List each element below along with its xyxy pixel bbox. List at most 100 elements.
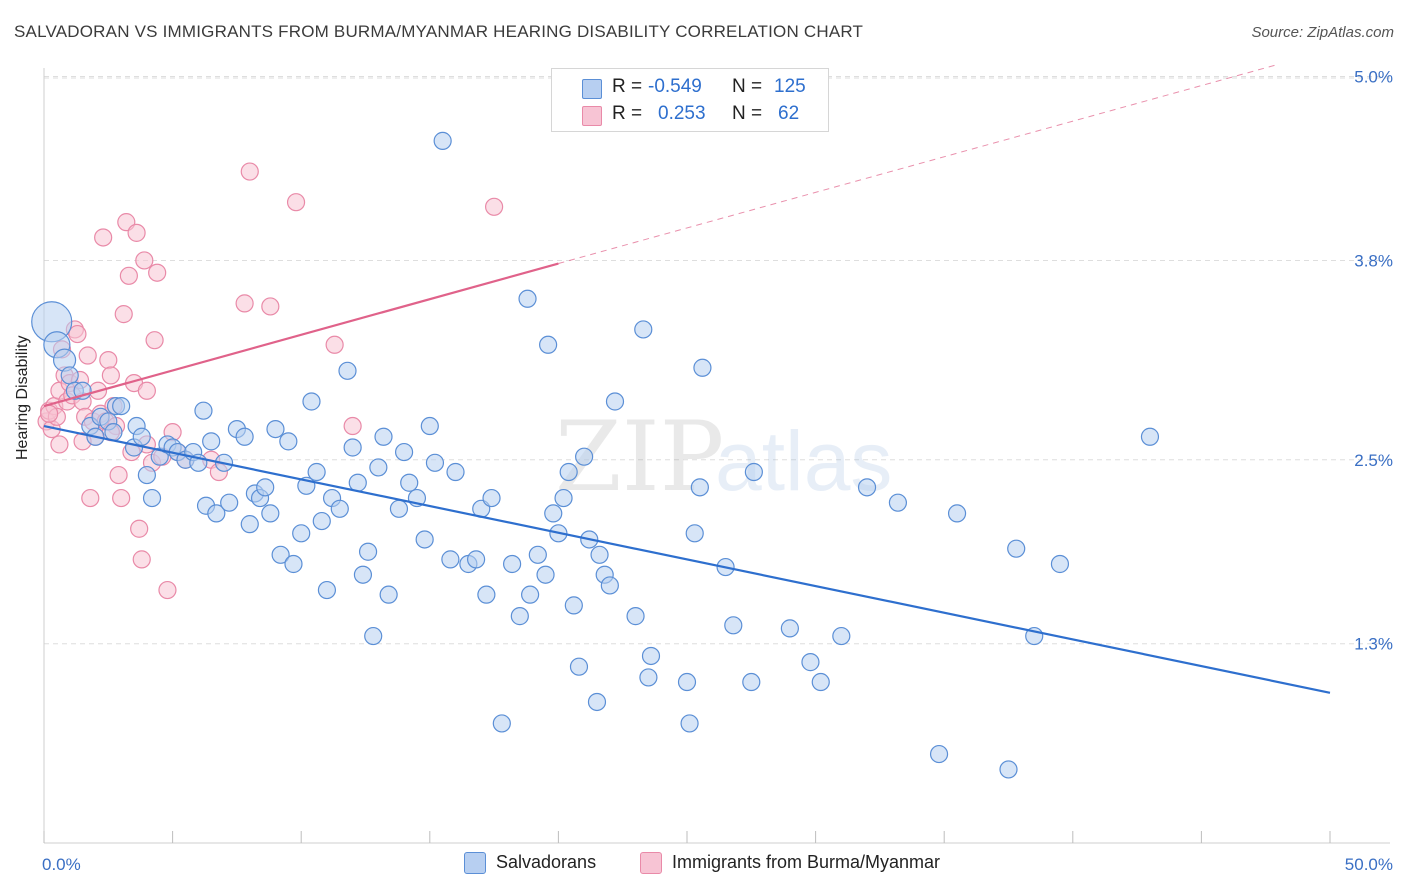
tick-labels: 1.3% 2.5% 3.8% 5.0% 0.0% 50.0%	[42, 68, 1393, 875]
data-points	[31, 131, 1160, 779]
y-axis-label: Hearing Disability	[14, 335, 31, 461]
salvadoran-point	[477, 585, 496, 604]
trend-lines	[43, 63, 1331, 694]
salvadoran-point	[626, 607, 645, 626]
salvadoran-point	[353, 565, 373, 584]
salvadoran-point	[207, 504, 226, 523]
salvadoran-point	[575, 447, 594, 466]
salvadoran-point	[235, 427, 254, 446]
legend-n-label: N =	[732, 103, 763, 124]
legend-swatch-pink	[582, 106, 602, 126]
salvadoran-point	[600, 576, 619, 595]
salvadoran-point	[564, 596, 583, 615]
bottom-legend-label: Immigrants from Burma/Myanmar	[672, 852, 941, 872]
burma-point	[40, 404, 59, 423]
burma-point	[130, 519, 149, 538]
salvadoran-point	[415, 530, 434, 549]
correlation-legend: R = -0.549 N = 125 R = 0.253 N = 62	[551, 68, 829, 132]
salvadoran-point	[677, 672, 697, 692]
burma-point	[78, 346, 97, 365]
salvadoran-point	[605, 392, 625, 411]
burma-point	[132, 550, 151, 569]
chart-title: SALVADORAN VS IMMIGRANTS FROM BURMA/MYAN…	[14, 22, 864, 41]
x-tick-label-start: 0.0%	[42, 855, 81, 874]
salvadoran-point	[284, 554, 303, 574]
salvadoran-point	[446, 462, 465, 482]
y-tick-label: 2.5%	[1354, 451, 1393, 470]
salvadoran-point	[279, 432, 298, 451]
burma-point	[127, 223, 146, 242]
salvadoran-point	[420, 416, 439, 436]
salvadoran-point	[1140, 427, 1160, 446]
burma-trend-extension	[558, 63, 1279, 265]
burma-point	[112, 488, 131, 508]
salvadoran-point	[312, 511, 331, 531]
salvadoran-point	[929, 744, 949, 764]
burma-point	[50, 435, 69, 454]
salvadoran-point	[639, 668, 658, 687]
salvadoran-point	[685, 524, 704, 543]
salvadoran-point	[266, 419, 285, 439]
burma-point	[99, 351, 118, 370]
salvadoran-point	[364, 626, 383, 646]
salvadoran-point	[742, 672, 761, 692]
salvadoran-point	[348, 473, 367, 492]
burma-point	[137, 381, 156, 400]
salvadoran-point	[724, 616, 743, 635]
legend-n-label: N =	[732, 76, 763, 97]
burma-point	[101, 366, 120, 385]
burma-point	[94, 228, 113, 247]
salvadoran-point	[857, 478, 877, 497]
y-tick-label: 5.0%	[1354, 68, 1393, 87]
salvadoran-point	[261, 504, 280, 523]
salvadoran-point	[536, 565, 555, 584]
salvadoran-point	[780, 619, 799, 638]
salvadoran-point	[641, 646, 661, 666]
salvadoran-point	[132, 427, 151, 446]
salvadoran-point	[343, 438, 362, 457]
burma-point	[119, 266, 138, 285]
salvadoran-point	[338, 361, 357, 380]
burma-point	[81, 488, 100, 508]
y-tick-label: 3.8%	[1354, 251, 1393, 270]
bottom-legend-salvadorans: Salvadorans	[464, 852, 597, 875]
watermark: ZIP atlas	[555, 401, 892, 513]
bottom-legend-label: Salvadorans	[496, 852, 597, 872]
salvadoran-point	[441, 550, 460, 569]
axes	[43, 68, 1390, 844]
burma-point	[158, 580, 177, 600]
salvadoran-point	[466, 550, 486, 569]
salvadoran-point	[832, 626, 851, 646]
salvadoran-point	[559, 462, 578, 482]
bottom-swatch-blue	[464, 852, 486, 875]
salvadoran-point	[947, 504, 967, 523]
salvadoran-point	[1007, 539, 1026, 558]
burma-point	[261, 297, 280, 316]
salvadoran-point	[271, 545, 290, 564]
legend-row-burma: R = 0.253 N = 62	[552, 103, 828, 127]
legend-swatch-blue	[582, 79, 602, 99]
salvadoran-point	[425, 453, 445, 472]
salvadoran-point	[374, 427, 393, 446]
salvadoran-point	[379, 585, 398, 604]
salvadoran-point	[999, 760, 1018, 779]
salvadoran-point	[693, 358, 712, 377]
legend-r-value: -0.549	[648, 76, 702, 97]
salvadoran-point	[137, 465, 156, 485]
grid-lines	[44, 76, 1390, 645]
salvadoran-point	[539, 335, 558, 354]
salvadoran-point	[518, 289, 537, 308]
salvadoran-point	[394, 442, 414, 462]
legend-r-label: R =	[612, 103, 643, 124]
salvadoran-point	[680, 714, 699, 733]
salvadoran-point	[544, 504, 563, 523]
salvadoran-point	[528, 545, 547, 564]
salvadoran-point	[569, 657, 589, 676]
salvadoran-point	[590, 545, 609, 564]
burma-point	[109, 465, 128, 485]
salvadoran-point	[690, 478, 709, 497]
burma-point	[240, 162, 259, 181]
burma-point	[68, 324, 87, 344]
salvadoran-point	[634, 320, 653, 339]
